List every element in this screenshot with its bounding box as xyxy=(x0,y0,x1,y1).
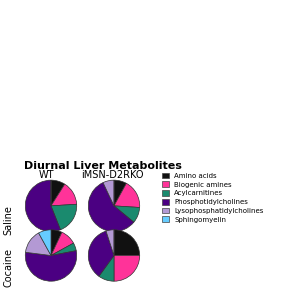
Wedge shape xyxy=(103,180,114,206)
Wedge shape xyxy=(114,230,140,256)
Wedge shape xyxy=(51,243,76,256)
Text: iMSN-D2RKO: iMSN-D2RKO xyxy=(81,170,144,180)
Text: Cocaine: Cocaine xyxy=(3,248,13,287)
Wedge shape xyxy=(25,251,77,281)
Wedge shape xyxy=(26,233,51,256)
Wedge shape xyxy=(88,182,134,232)
Wedge shape xyxy=(88,231,114,276)
Wedge shape xyxy=(114,180,126,206)
Wedge shape xyxy=(106,230,114,256)
Wedge shape xyxy=(51,230,62,256)
Wedge shape xyxy=(51,204,77,230)
Wedge shape xyxy=(114,183,140,208)
Wedge shape xyxy=(114,256,140,281)
Wedge shape xyxy=(114,206,140,222)
Text: WT: WT xyxy=(39,170,54,180)
Wedge shape xyxy=(25,180,61,232)
Wedge shape xyxy=(51,180,65,206)
Text: Diurnal Liver Metabolites: Diurnal Liver Metabolites xyxy=(24,161,182,171)
Wedge shape xyxy=(51,232,74,256)
Wedge shape xyxy=(99,256,114,281)
Text: Saline: Saline xyxy=(3,206,13,235)
Legend: Amino acids, Biogenic amines, Acylcarnitines, Phosphotidylcholines, Lysophosphat: Amino acids, Biogenic amines, Acylcarnit… xyxy=(160,170,266,225)
Wedge shape xyxy=(51,184,76,206)
Wedge shape xyxy=(39,230,51,256)
